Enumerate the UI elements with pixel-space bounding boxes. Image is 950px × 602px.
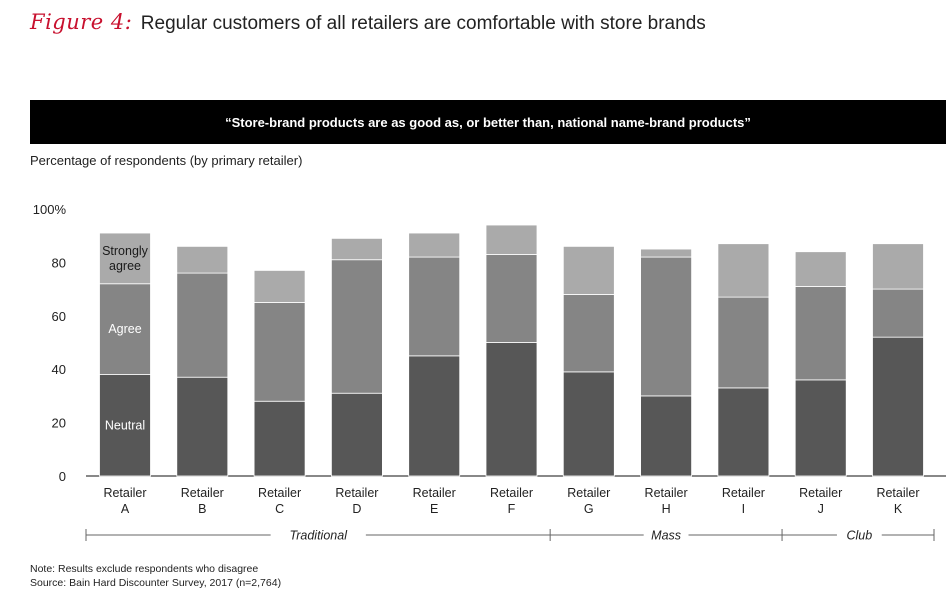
x-tick-label: I [742,502,745,516]
y-tick-label: 100% [33,202,67,217]
figure-label: Figure 4: [30,10,133,34]
y-tick-label: 60 [52,309,66,324]
note-text: Note: Results exclude respondents who di… [30,563,259,575]
y-tick-label: 0 [59,469,66,484]
x-tick-label: Retailer [876,486,919,500]
series-label: agree [109,259,141,273]
bar-segment [872,288,924,338]
bar-segment [176,245,229,274]
bar-segment [485,342,538,477]
x-tick-label: Retailer [567,486,610,500]
x-tick-label: Retailer [103,486,146,500]
x-tick-label: Retailer [722,486,765,500]
bar-segment [408,232,461,258]
bar-segment [330,259,383,394]
figure-heading: Regular customers of all retailers are c… [140,13,706,34]
x-tick-label: K [894,502,903,516]
bar-segment [562,294,615,373]
bar-segment [640,248,692,258]
x-tick-label: C [275,502,284,516]
x-tick-label: Retailer [335,486,378,500]
bar-segment [640,256,692,397]
bar-segment [717,296,770,389]
bar-segment [872,336,924,477]
bar-segment [99,374,151,477]
bar-segment [640,395,692,477]
bar-segment [330,237,383,261]
x-tick-label: A [121,502,130,516]
bar-segment [872,243,924,290]
x-tick-label: H [662,502,671,516]
bar-segment [176,376,229,477]
x-tick-label: Retailer [799,486,842,500]
bar-segment [485,224,538,255]
x-tick-label: Retailer [258,486,301,500]
group-label: Mass [651,529,681,543]
group-label: Traditional [290,529,349,543]
x-tick-label: E [430,502,438,516]
x-tick-label: D [352,502,361,516]
bar-segment [562,245,615,295]
figure-title: Figure 4: Regular customers of all retai… [30,10,706,40]
x-tick-label: Retailer [490,486,533,500]
bar-segment [717,243,770,298]
x-tick-label: F [508,502,516,516]
bar-segment [562,371,615,477]
bar-segment [485,253,538,343]
bar-segment [330,392,383,477]
x-tick-label: Retailer [181,486,224,500]
bar-segment [794,286,847,381]
y-axis-label: Percentage of respondents (by primary re… [30,153,303,168]
x-tick-label: Retailer [413,486,456,500]
bar-segment [253,400,306,477]
y-tick-label: 40 [52,362,66,377]
bar-segment [794,251,847,287]
x-tick-label: G [584,502,594,516]
bar-segment [717,387,770,477]
x-tick-label: Retailer [645,486,688,500]
bar-segment [253,270,306,303]
series-label: Agree [108,322,141,336]
stacked-bar-chart: 0 20 40 60 80 100% Retailer A Retailer B Retailer C… [33,202,946,543]
bar-segment [99,232,151,285]
group-label: Club [846,529,872,543]
notes: Note: Results exclude respondents who di… [30,562,281,590]
bar-segment [794,379,847,477]
bar-segment [176,272,229,378]
source-text: Source: Bain Hard Discounter Survey, 201… [30,577,282,589]
quote-banner: “Store-brand products are as good as, or… [30,100,946,144]
bar-segment [253,302,306,402]
bar-segment [408,355,461,477]
x-tick-label: B [198,502,206,516]
series-label: Strongly [102,244,149,258]
x-tick-label: J [818,502,824,516]
bar-segment [408,256,461,357]
series-label: Neutral [105,418,145,432]
y-tick-label: 80 [52,255,66,270]
y-tick-label: 20 [52,416,66,431]
